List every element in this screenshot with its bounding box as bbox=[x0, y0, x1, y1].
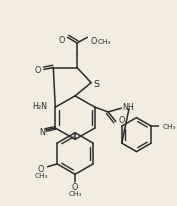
Text: CH₃: CH₃ bbox=[34, 172, 48, 178]
Text: O: O bbox=[119, 116, 125, 125]
Text: H₂N: H₂N bbox=[33, 101, 48, 110]
Text: S: S bbox=[93, 80, 99, 89]
Text: O: O bbox=[72, 182, 78, 191]
Text: O: O bbox=[38, 164, 44, 173]
Text: O: O bbox=[35, 66, 41, 75]
Text: O: O bbox=[90, 37, 97, 46]
Text: CH₃: CH₃ bbox=[98, 39, 111, 45]
Text: CH₃: CH₃ bbox=[162, 124, 176, 130]
Text: CH₃: CH₃ bbox=[68, 190, 82, 196]
Text: NH: NH bbox=[122, 103, 134, 111]
Text: O: O bbox=[58, 36, 65, 45]
Text: N: N bbox=[39, 128, 45, 137]
